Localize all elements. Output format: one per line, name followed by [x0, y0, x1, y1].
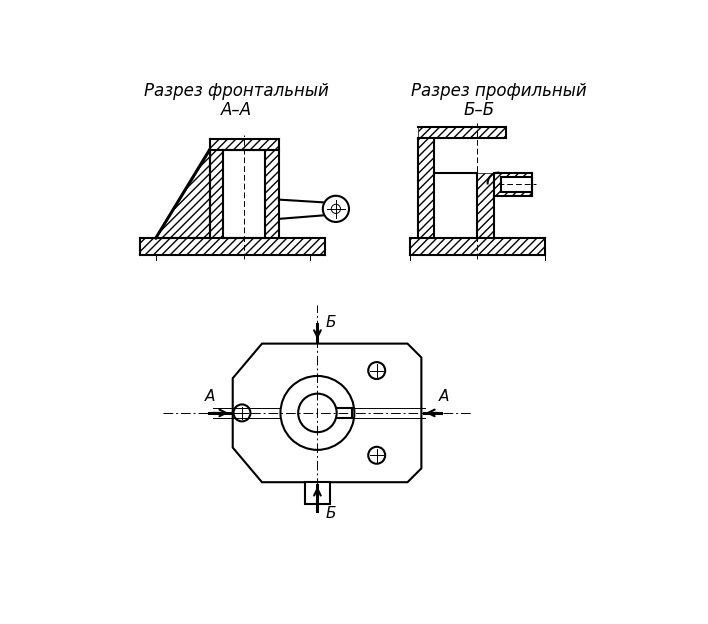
Polygon shape: [140, 238, 325, 255]
Bar: [305, 482, 330, 504]
Circle shape: [298, 394, 337, 432]
Polygon shape: [156, 150, 210, 238]
Text: Б: Б: [325, 505, 336, 520]
Polygon shape: [493, 173, 532, 196]
Polygon shape: [210, 150, 224, 238]
Text: А: А: [205, 389, 215, 404]
Polygon shape: [210, 139, 279, 150]
Text: Разрез фронтальный: Разрез фронтальный: [144, 82, 329, 100]
Text: А–А: А–А: [221, 101, 252, 119]
Bar: [501, 177, 532, 192]
Polygon shape: [418, 138, 435, 238]
Polygon shape: [410, 238, 544, 255]
Circle shape: [368, 362, 385, 379]
Text: Б–Б: Б–Б: [464, 101, 495, 119]
Text: А: А: [439, 389, 450, 404]
Circle shape: [234, 404, 251, 421]
Text: Б: Б: [325, 315, 336, 330]
Polygon shape: [418, 127, 506, 138]
Polygon shape: [233, 344, 421, 482]
Circle shape: [280, 376, 355, 450]
Circle shape: [331, 204, 341, 213]
Circle shape: [368, 447, 385, 464]
Text: Разрез профильный: Разрез профильный: [411, 82, 586, 100]
Polygon shape: [265, 150, 279, 238]
Polygon shape: [476, 173, 493, 238]
Circle shape: [323, 196, 349, 222]
